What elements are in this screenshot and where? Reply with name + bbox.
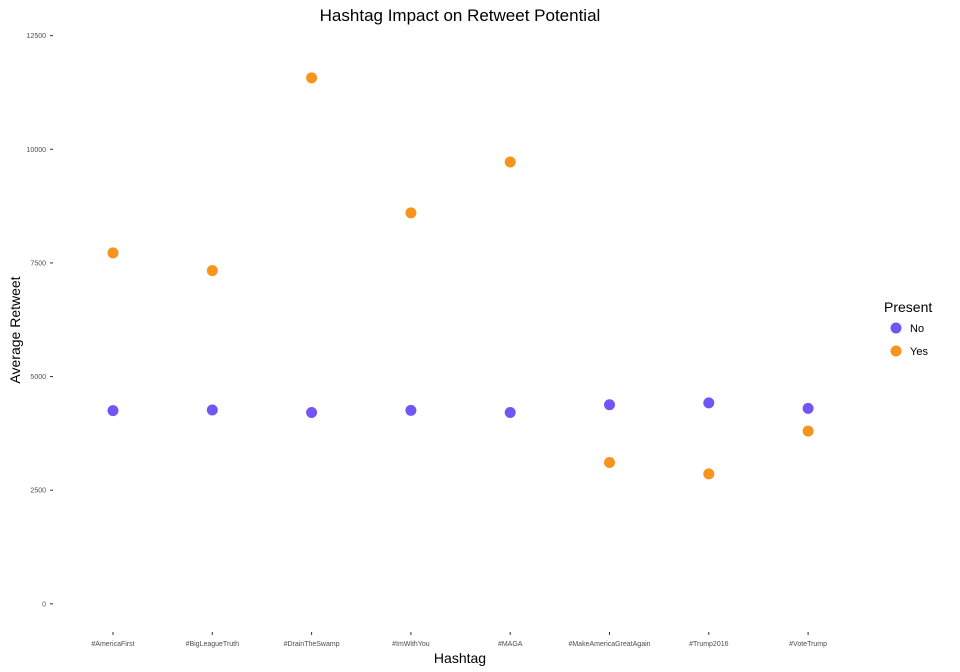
y-axis-title: Average Retweet	[7, 276, 23, 383]
x-axis-title: Hashtag	[434, 650, 486, 666]
y-tick-label: 10000	[27, 147, 47, 154]
point-yes-6	[703, 468, 715, 480]
point-yes-4	[504, 156, 516, 168]
point-no-1	[206, 404, 218, 416]
y-tick-label: 2500	[30, 488, 46, 495]
data-points	[107, 72, 814, 480]
y-tick-label: 7500	[30, 260, 46, 267]
point-no-5	[604, 399, 615, 411]
legend-label-yes: Yes	[910, 346, 928, 358]
point-no-0	[107, 405, 119, 417]
point-yes-0	[107, 247, 119, 259]
legend-key-no	[890, 322, 902, 334]
point-no-3	[405, 404, 417, 416]
y-tick-label: 5000	[30, 374, 46, 381]
legend: Present No Yes	[884, 299, 932, 358]
x-tick-label: #DrainTheSwamp	[284, 641, 340, 648]
x-tick-label: #ImWithYou	[392, 641, 430, 648]
y-tick-label: 0	[42, 601, 46, 608]
y-tick-label: 12500	[27, 33, 47, 40]
x-tick-label: #Trump2016	[689, 641, 729, 648]
x-tick-label: #VoteTrump	[789, 641, 827, 648]
chart-title: Hashtag Impact on Retweet Potential	[320, 6, 601, 25]
x-tick-label: #MAGA	[498, 641, 523, 648]
point-yes-2	[306, 72, 318, 84]
legend-label-no: No	[910, 323, 924, 335]
point-no-2	[306, 406, 318, 418]
legend-items: No Yes	[890, 322, 928, 358]
point-yes-1	[206, 265, 218, 277]
point-no-4	[504, 406, 516, 418]
point-no-6	[703, 397, 715, 409]
legend-title: Present	[884, 299, 932, 315]
point-yes-7	[802, 425, 814, 437]
x-axis: #AmericaFirst #BigLeagueTruth #DrainTheSwa…	[91, 632, 827, 648]
x-tick-label: #MakeAmericaGreatAgain	[568, 641, 650, 648]
x-tick-label: #BigLeagueTruth	[186, 641, 240, 648]
legend-key-yes	[890, 345, 902, 357]
x-tick-label: #AmericaFirst	[91, 641, 134, 648]
point-yes-5	[604, 456, 615, 468]
point-no-7	[802, 402, 814, 414]
y-axis: 0 2500 5000 7500 10000 12500	[27, 33, 53, 608]
point-yes-3	[405, 207, 417, 219]
